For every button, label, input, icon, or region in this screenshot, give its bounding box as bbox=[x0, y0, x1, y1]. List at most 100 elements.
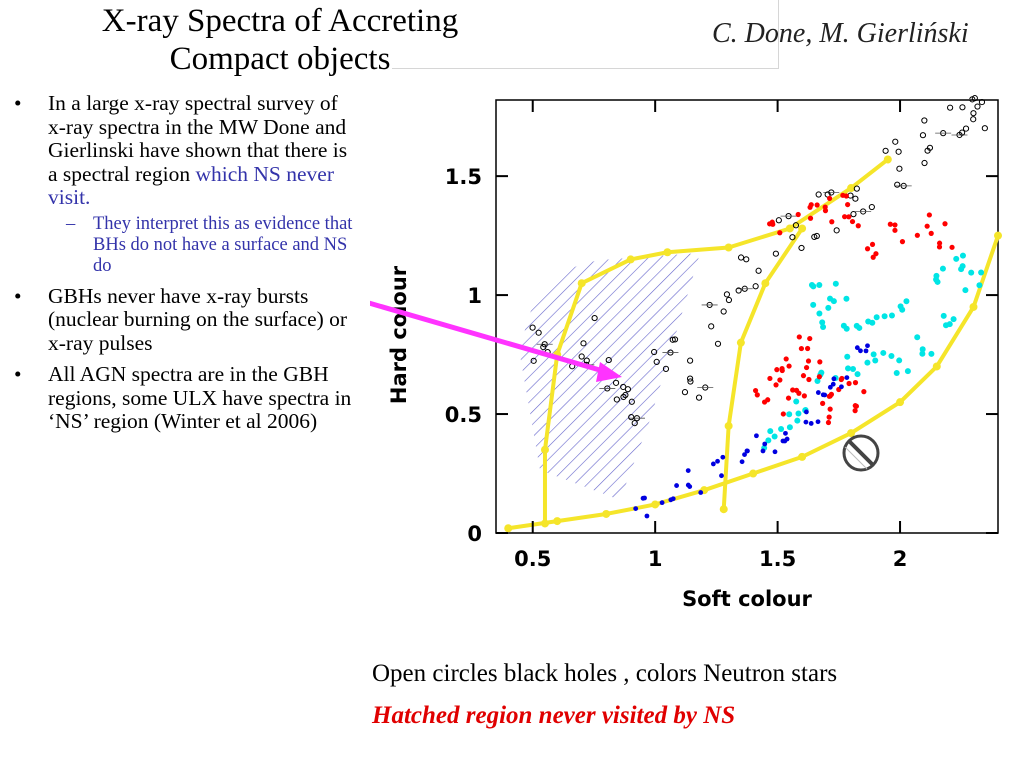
bh-point bbox=[882, 147, 889, 154]
bullet-2-text: GBHs never have x-ray bursts (nuclear bu… bbox=[48, 283, 348, 355]
bullet-list: • In a large x-ray spectral survey of x-… bbox=[0, 91, 355, 442]
ns-blue-point bbox=[804, 409, 809, 415]
ns-blue-point bbox=[808, 421, 814, 426]
ns-cyan-point bbox=[786, 424, 793, 431]
bh-point bbox=[974, 103, 981, 110]
bullet-3-text: All AGN spectra are in the GBH regions, … bbox=[48, 362, 352, 433]
boundary-marker bbox=[798, 452, 807, 461]
ns-cyan-point bbox=[950, 316, 957, 323]
ns-cyan-point bbox=[793, 398, 800, 405]
ns-red-point bbox=[892, 227, 898, 233]
ns-cyan-point bbox=[953, 255, 960, 262]
x-tick-label: 2 bbox=[893, 547, 908, 571]
ns-blue-point bbox=[803, 419, 809, 425]
ns-blue-point bbox=[633, 506, 639, 512]
ns-cyan-point bbox=[865, 318, 872, 325]
ns-blue-point bbox=[844, 375, 850, 381]
ns-cyan-point bbox=[872, 357, 879, 364]
ns-cyan-point bbox=[873, 314, 880, 321]
ns-cyan-point bbox=[962, 287, 969, 294]
ns-red-point bbox=[869, 241, 876, 248]
bh-point bbox=[620, 393, 627, 401]
authors-image-frame bbox=[392, 0, 779, 69]
ns-blue-point bbox=[863, 348, 869, 354]
ns-cyan-point bbox=[914, 334, 921, 341]
ns-red-point bbox=[807, 335, 813, 342]
authors-label: C. Done, M. Gierliński bbox=[712, 18, 969, 49]
ns-red-point bbox=[826, 414, 832, 420]
ns-cyan-point bbox=[820, 323, 827, 330]
ns-red-point bbox=[765, 397, 771, 403]
ns-red-point bbox=[801, 393, 807, 399]
ns-red-point bbox=[870, 254, 876, 260]
bullet-dot: • bbox=[14, 283, 22, 308]
ns-red-point bbox=[796, 334, 802, 340]
y-tick-label: 0 bbox=[467, 522, 482, 546]
ns-cyan-point bbox=[844, 353, 851, 360]
bh-point bbox=[924, 147, 931, 154]
ns-blue-point bbox=[685, 468, 691, 474]
bh-point bbox=[970, 110, 977, 117]
bh-point bbox=[737, 254, 745, 261]
bh-point bbox=[605, 356, 612, 364]
bh-point bbox=[708, 323, 715, 330]
ns-red-point bbox=[914, 232, 920, 238]
bh-point bbox=[978, 98, 986, 106]
slide-title: X-ray Spectra of Accreting Compact objec… bbox=[0, 2, 560, 78]
ns-cyan-point bbox=[786, 411, 793, 418]
boundary-marker bbox=[651, 500, 660, 509]
ns-blue-point bbox=[739, 459, 745, 465]
ns-red-point bbox=[807, 215, 814, 221]
ns-red-point bbox=[936, 244, 943, 250]
ns-cyan-point bbox=[928, 350, 935, 357]
bh-point bbox=[631, 420, 638, 427]
ns-red-point bbox=[822, 204, 828, 210]
ns-blue-point bbox=[854, 345, 860, 351]
ns-cyan-point bbox=[940, 312, 947, 319]
ns-cyan-point bbox=[816, 310, 823, 317]
ns-cyan-point bbox=[899, 306, 906, 313]
title-line-1: X-ray Spectra of Accreting bbox=[101, 3, 459, 39]
ns-blue-point bbox=[780, 438, 786, 444]
bh-point bbox=[752, 283, 759, 290]
ns-cyan-point bbox=[919, 350, 926, 357]
bullet-item-1: • In a large x-ray spectral survey of x-… bbox=[0, 91, 355, 277]
ns-blue-point bbox=[839, 384, 844, 390]
boundary-marker bbox=[553, 517, 562, 526]
ns-red-point bbox=[827, 195, 833, 202]
ns-blue-point bbox=[710, 461, 716, 467]
bh-point bbox=[894, 181, 901, 188]
ns-red-point bbox=[767, 221, 773, 227]
bh-point bbox=[959, 104, 966, 111]
ns-red-point bbox=[773, 382, 779, 388]
ns-blue-point bbox=[715, 458, 720, 464]
ns-blue-point bbox=[815, 390, 821, 395]
ns-cyan-point bbox=[888, 352, 895, 359]
boundary-marker bbox=[883, 155, 892, 164]
ns-blue-point bbox=[685, 482, 691, 488]
ns-red-point bbox=[790, 387, 796, 393]
ns-cyan-point bbox=[870, 351, 877, 358]
ns-cyan-point bbox=[850, 365, 857, 372]
ns-cyan-point bbox=[933, 272, 940, 279]
bh-point bbox=[962, 125, 970, 132]
ns-cyan-point bbox=[814, 377, 821, 384]
bh-point bbox=[671, 336, 679, 343]
bullet-1-text: In a large x-ray spectral survey of x-ra… bbox=[48, 91, 348, 186]
ns-red-point bbox=[855, 223, 861, 229]
bh-point bbox=[578, 353, 585, 360]
ns-red-point bbox=[949, 244, 955, 250]
ns-red-point bbox=[861, 389, 867, 395]
bullet-1-highlight: which NS never visit. bbox=[48, 161, 334, 209]
ns-red-point bbox=[816, 374, 822, 380]
ns-blue-point bbox=[720, 454, 726, 460]
ns-cyan-point bbox=[904, 368, 911, 375]
ns-red-point bbox=[793, 387, 800, 393]
boundary-marker bbox=[736, 338, 745, 347]
boundary-marker bbox=[663, 248, 672, 257]
boundary-yellow-curve-b bbox=[542, 157, 890, 524]
bh-point bbox=[755, 267, 762, 274]
ns-blue-point bbox=[827, 384, 833, 390]
bh-point bbox=[624, 386, 632, 393]
ns-cyan-point bbox=[810, 283, 817, 290]
